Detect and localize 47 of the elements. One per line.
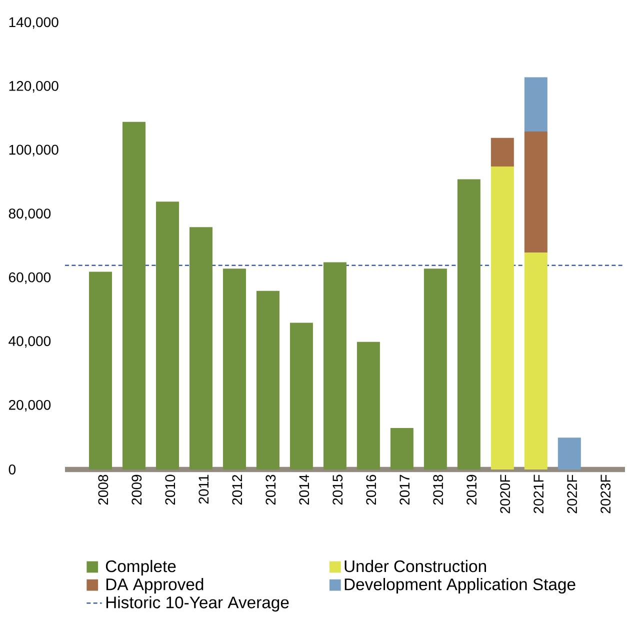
x-tick-label: 2022F: [567, 474, 578, 514]
y-tick-label: 0: [8, 464, 16, 474]
bar: [256, 290, 280, 470]
y-tick-label: 80,000: [8, 208, 51, 220]
bar: [390, 428, 414, 470]
legend-label: Complete: [106, 560, 176, 576]
x-tick-label: 2019: [466, 474, 477, 505]
y-tick-label: 140,000: [9, 17, 58, 29]
bar: [524, 131, 548, 253]
bar: [189, 227, 212, 470]
bar: [457, 179, 480, 470]
legend-label: Under Construction: [344, 560, 486, 572]
bar: [490, 166, 514, 470]
x-tick-label: 2009: [132, 474, 142, 505]
bar: [558, 438, 581, 470]
legend-label: Development Application Stage: [344, 578, 576, 594]
legend-label: DA Approved: [106, 578, 204, 594]
bar: [222, 268, 246, 470]
bar: [424, 268, 447, 470]
y-tick-label: 120,000: [9, 81, 58, 93]
bar: [156, 202, 179, 470]
bar: [524, 252, 548, 470]
x-tick-label: 2012: [232, 474, 242, 505]
x-tick-label: 2015: [332, 474, 343, 505]
x-tick-label: 2013: [266, 474, 276, 505]
bar: [356, 342, 380, 470]
x-tick-label: 2016: [366, 474, 376, 505]
y-tick-label: 60,000: [9, 272, 51, 284]
bar: [89, 272, 112, 470]
x-tick-label: 2014: [299, 474, 310, 505]
y-tick-label: 40,000: [8, 336, 51, 348]
x-tick-label: 2023F: [600, 474, 611, 514]
bar: [122, 122, 146, 470]
x-tick-label: 2018: [433, 474, 444, 505]
x-tick-label: 2010: [165, 474, 176, 505]
bar: [524, 77, 548, 132]
legend-label: Historic 10-Year Average: [106, 596, 289, 612]
x-tick-label: 2011: [198, 474, 209, 504]
x-tick-label: 2021F: [534, 474, 544, 514]
bar: [290, 322, 313, 470]
y-tick-label: 100,000: [9, 144, 58, 156]
y-tick-label: 20,000: [9, 400, 51, 412]
bar: [323, 262, 346, 470]
x-tick-label: 2017: [400, 474, 410, 505]
x-tick-label: 2020F: [500, 474, 510, 514]
x-tick-label: 2008: [98, 474, 108, 505]
bar: [490, 138, 514, 167]
